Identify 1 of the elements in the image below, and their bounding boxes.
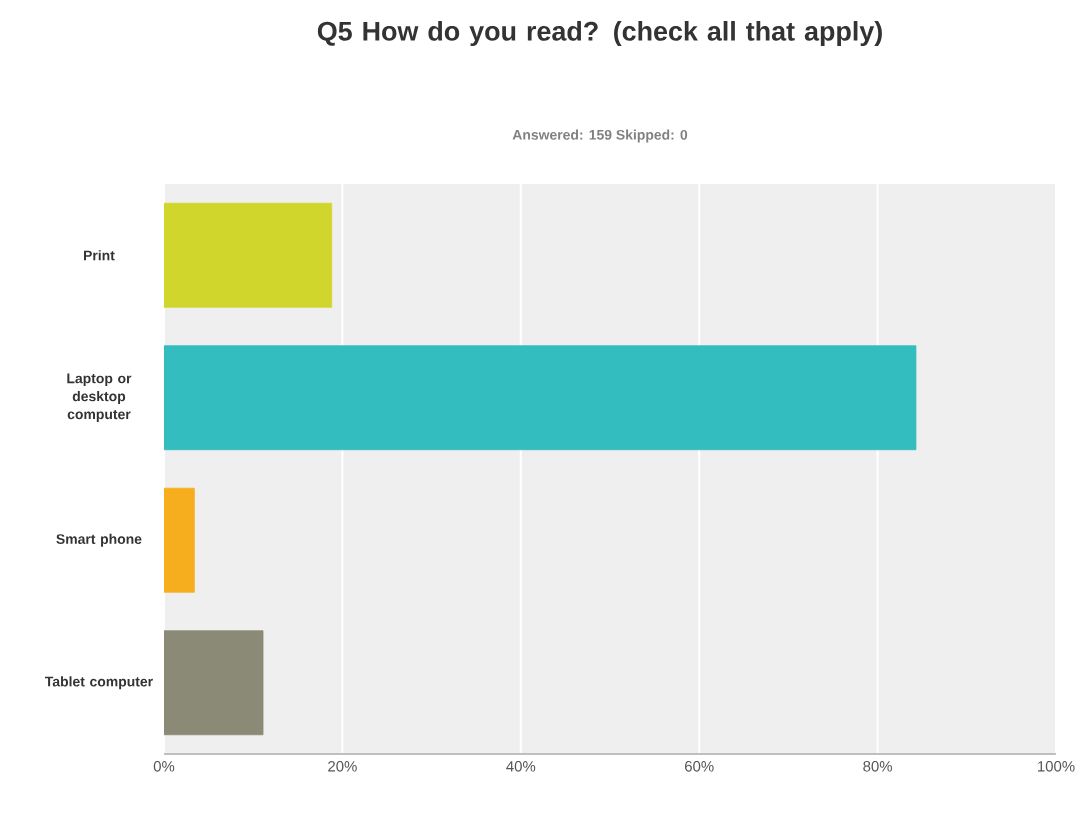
chart-title: Q5 How do you read? (check all that apply)	[317, 21, 882, 47]
